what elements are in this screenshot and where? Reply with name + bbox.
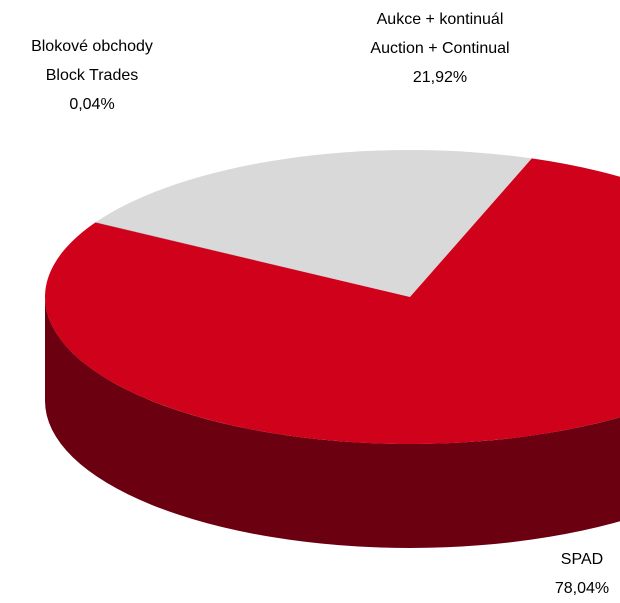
slice-label: Aukce + kontinuál [377,11,504,28]
slice-label: Blokové obchody [31,38,153,55]
value-label: 78,04% [555,580,609,597]
value-label: 21,92% [413,69,467,86]
slice-label: Auction + Continual [370,40,509,57]
slice [95,150,532,297]
slice [95,222,410,297]
slice-label: SPAD [561,551,603,568]
value-label: 0,04% [69,96,114,113]
slice-label: Block Trades [46,67,138,84]
slice-side [45,297,620,548]
slice [45,158,620,444]
